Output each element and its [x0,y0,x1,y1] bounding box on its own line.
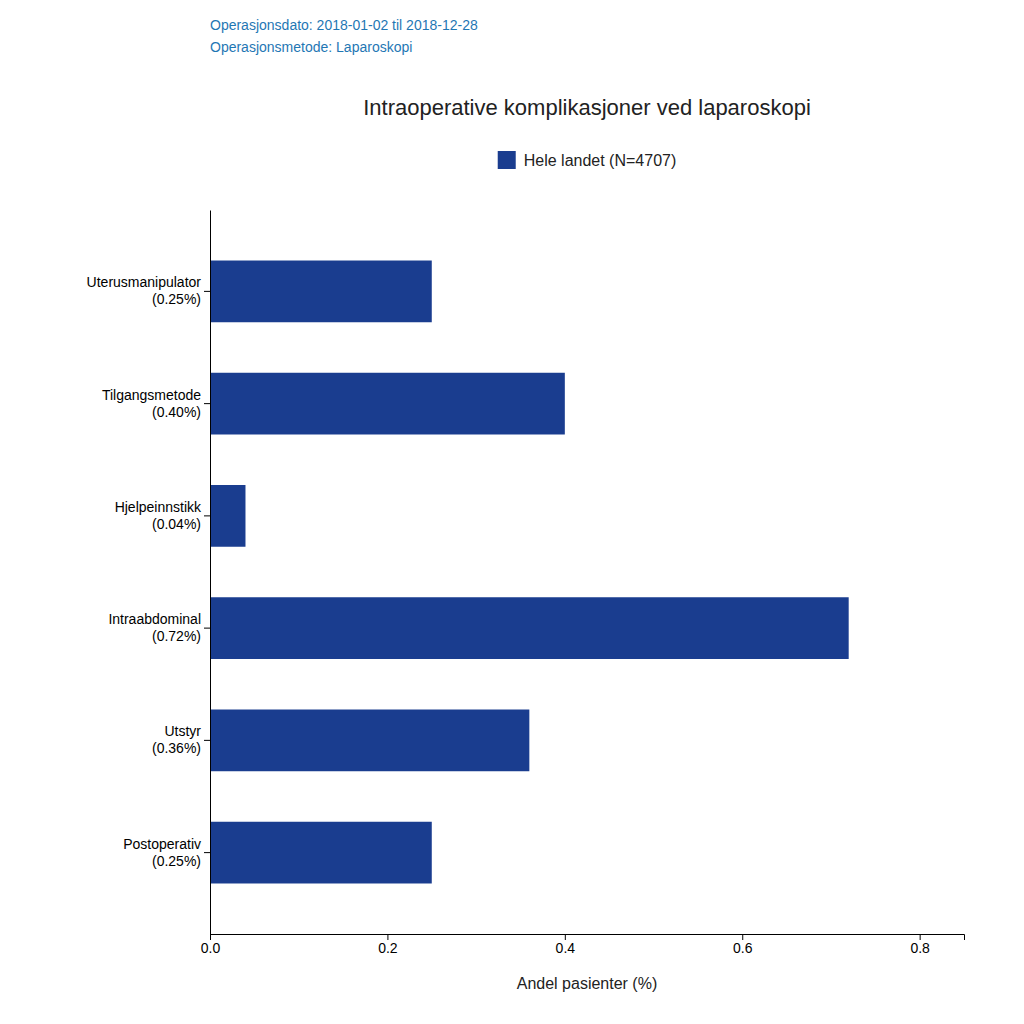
legend: Hele landet (N=4707) [498,151,677,169]
x-tick-label: 0.2 [378,940,398,956]
y-tick-label: Intraabdominal(0.72%) [108,611,201,644]
bar [210,710,529,772]
y-tick-label: Utstyr(0.36%) [152,723,201,756]
y-tick-label-line: Postoperativ [123,836,201,852]
x-tick: 0.8 [910,934,930,956]
legend-item: Hele landet (N=4707) [498,151,677,169]
y-tick-mark [204,403,210,404]
y-tick-label: Tilgangsmetode(0.40%) [102,387,201,420]
bar [210,597,849,659]
y-tick-label-line: Hjelpeinnstikk [115,499,202,515]
y-tick: Postoperativ(0.25%) [123,836,210,869]
x-axis-line [211,935,965,941]
y-tick: Hjelpeinnstikk(0.04%) [115,499,210,532]
x-tick-label: 0.4 [556,940,576,956]
y-tick-label-line: Uterusmanipulator [87,274,202,290]
y-tick-label-line: Intraabdominal [108,611,201,627]
legend-swatch [498,151,516,169]
bar [210,261,432,323]
x-tick-label: 0.6 [733,940,753,956]
y-tick: Utstyr(0.36%) [152,723,210,756]
y-tick-label-line: (0.04%) [152,516,201,532]
y-axis: Uterusmanipulator(0.25%)Tilgangsmetode(0… [87,211,211,935]
x-axis: 0.0 0.2 0.4 0.6 0.8 [201,934,965,956]
y-tick: Tilgangsmetode(0.40%) [102,387,210,420]
legend-label: Hele landet (N=4707) [524,152,677,169]
x-tick-label: 0.8 [910,940,930,956]
x-axis-title: Andel pasienter (%) [517,975,658,992]
y-tick-label-line: (0.25%) [152,853,201,869]
y-axis-line [210,211,211,935]
x-tick: 0.4 [556,934,576,956]
subtitle: Operasjonsmetode: Laparoskopi [210,39,412,55]
y-tick-label: Postoperativ(0.25%) [123,836,201,869]
x-tick: 0.0 [201,934,221,956]
x-tick: 0.6 [733,934,753,956]
y-tick-label-line: Utstyr [164,723,201,739]
y-tick-label-line: (0.40%) [152,404,201,420]
y-tick-mark [204,291,210,292]
y-tick-label-line: (0.25%) [152,291,201,307]
y-tick-mark [204,628,210,629]
y-tick: Uterusmanipulator(0.25%) [87,274,210,307]
x-tick-label: 0.0 [201,940,221,956]
title: Intraoperative komplikasjoner ved laparo… [363,95,811,120]
bar [210,822,432,884]
y-tick-label-line: Tilgangsmetode [102,387,201,403]
y-tick-label-line: (0.36%) [152,740,201,756]
y-tick-mark [204,852,210,853]
y-tick-label-line: (0.72%) [152,628,201,644]
y-tick: Intraabdominal(0.72%) [108,611,210,644]
y-tick-mark [204,740,210,741]
chart: Operasjonsdato: 2018-01-02 til 2018-12-2… [0,0,1024,1024]
y-tick-label: Uterusmanipulator(0.25%) [87,274,202,307]
y-tick-mark [204,515,210,516]
subtitle: Operasjonsdato: 2018-01-02 til 2018-12-2… [210,17,478,33]
x-tick: 0.2 [378,934,398,956]
plot-area: 0.00.20.40.60.8Uterusmanipulator(0.25%)T… [87,211,965,956]
bars [210,261,849,884]
bar [210,485,245,547]
y-tick-label: Hjelpeinnstikk(0.04%) [115,499,202,532]
bar [210,373,565,435]
